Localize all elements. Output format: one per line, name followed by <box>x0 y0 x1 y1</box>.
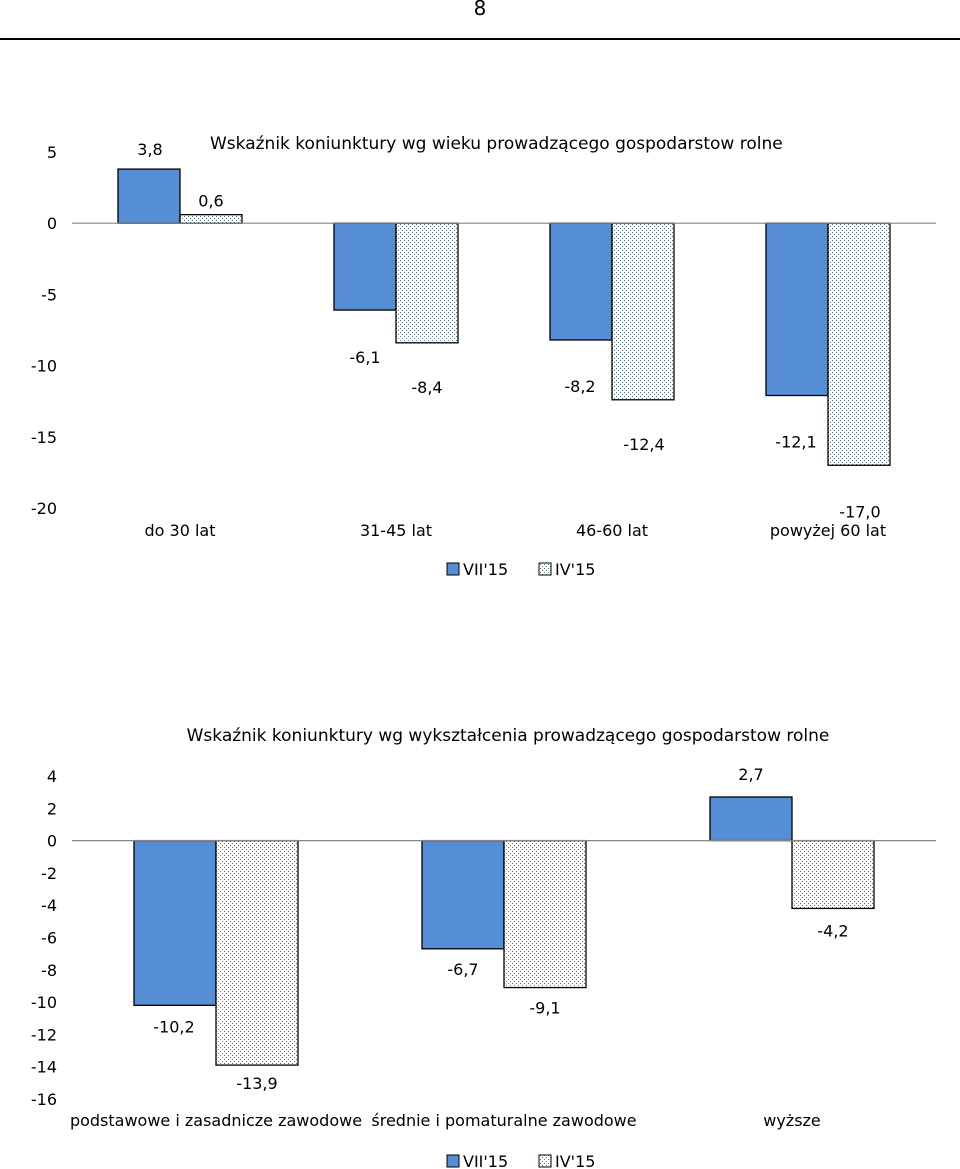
bar-series2 <box>395 222 459 344</box>
legend-label: IV'15 <box>555 1152 595 1169</box>
data-label: 3,8 <box>137 140 162 159</box>
chart-education: Wskaźnik koniunktury wg wykształcenia pr… <box>31 726 936 1169</box>
y-tick-label: -10 <box>31 357 57 376</box>
y-tick-label: -2 <box>41 864 57 883</box>
y-tick-label: -10 <box>31 993 57 1012</box>
legend-swatch <box>446 1154 460 1168</box>
y-tick-label: 5 <box>47 143 57 162</box>
data-label: -10,2 <box>153 1017 194 1036</box>
y-tick-label: -14 <box>31 1058 57 1077</box>
data-label: -8,2 <box>564 377 595 396</box>
data-label: -12,1 <box>775 433 816 452</box>
data-label: -4,2 <box>817 921 848 940</box>
y-tick-label: 4 <box>47 767 57 786</box>
bar-series1 <box>421 839 505 950</box>
y-tick-label: -12 <box>31 1025 57 1044</box>
bar-series1 <box>133 839 217 1006</box>
data-label: -8,4 <box>411 378 442 397</box>
y-tick-label: -20 <box>31 499 57 518</box>
x-category-label: 31-45 lat <box>360 521 432 540</box>
bar-series1 <box>117 168 181 224</box>
bar-series2 <box>503 839 587 989</box>
y-tick-label: 2 <box>47 799 57 818</box>
legend-label: IV'15 <box>555 560 595 579</box>
x-category-label: średnie i pomaturalne zawodowe <box>371 1111 636 1130</box>
x-category-label: 46-60 lat <box>576 521 648 540</box>
y-tick-label: -6 <box>41 929 57 948</box>
bar-series2 <box>827 222 891 466</box>
y-tick-label: 0 <box>47 832 57 851</box>
page-header-rule <box>0 38 960 40</box>
data-label: -6,7 <box>447 960 478 979</box>
legend-swatch <box>538 1154 552 1168</box>
y-tick-label: -8 <box>41 961 57 980</box>
chart-age: Wskaźnik koniunktury wg wieku prowadzące… <box>31 134 936 579</box>
bar-series2 <box>791 839 875 910</box>
y-tick-label: 0 <box>47 214 57 233</box>
legend-label: VII'15 <box>463 560 508 579</box>
bar-series2 <box>179 214 243 224</box>
data-label: -17,0 <box>839 502 880 521</box>
y-tick-label: -4 <box>41 896 57 915</box>
bar-series1 <box>765 222 829 397</box>
y-tick-label: -16 <box>31 1090 57 1109</box>
bar-series2 <box>215 839 299 1066</box>
bar-series1 <box>709 796 793 842</box>
bar-series2 <box>611 222 675 401</box>
bar-series1 <box>333 222 397 311</box>
legend-swatch <box>538 562 552 576</box>
data-label: 0,6 <box>198 192 223 211</box>
legend-swatch <box>446 562 460 576</box>
y-tick-label: -15 <box>31 428 57 447</box>
x-category-label: wyższe <box>763 1111 821 1130</box>
data-label: -13,9 <box>236 1074 277 1093</box>
legend-label: VII'15 <box>463 1152 508 1169</box>
data-label: -9,1 <box>529 999 560 1018</box>
bar-series1 <box>549 222 613 341</box>
chart-title: Wskaźnik koniunktury wg wykształcenia pr… <box>187 726 830 746</box>
chart-title: Wskaźnik koniunktury wg wieku prowadzące… <box>210 134 783 154</box>
data-label: 2,7 <box>738 765 763 784</box>
data-label: -6,1 <box>349 348 380 367</box>
data-label: -12,4 <box>623 435 664 454</box>
y-tick-label: -5 <box>41 285 57 304</box>
x-category-label: powyżej 60 lat <box>770 521 886 540</box>
x-category-label: podstawowe i zasadnicze zawodowe <box>70 1111 362 1130</box>
x-category-label: do 30 lat <box>145 521 216 540</box>
page-number: 8 <box>473 0 487 20</box>
